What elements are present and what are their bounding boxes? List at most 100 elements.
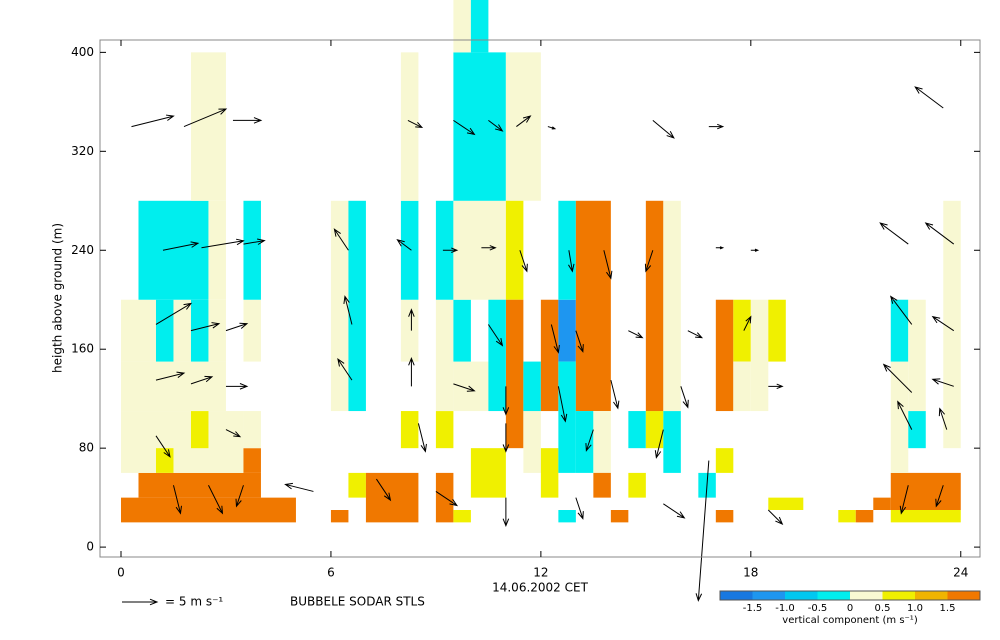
cell (838, 510, 856, 523)
cell (435, 299, 454, 412)
wind-arrow (882, 363, 913, 393)
cell (645, 411, 664, 449)
cell (400, 52, 419, 201)
wind-arrow (768, 383, 784, 390)
cell (365, 472, 419, 523)
x-axis-label: 14.06.2002 CET (492, 581, 588, 595)
x-tick-label: 12 (533, 566, 548, 580)
wind-arrow (502, 386, 510, 416)
wind-arrow (715, 246, 725, 250)
wind-arrow (575, 330, 584, 353)
colorbar-tick-label: -1.0 (775, 603, 795, 614)
wind-arrow (481, 245, 497, 251)
y-tick-label: 80 (79, 441, 94, 455)
cell (908, 299, 926, 412)
wind-arrow (547, 126, 557, 130)
wind-arrow (453, 119, 476, 136)
wind-arrow (708, 123, 725, 130)
cell (628, 411, 646, 449)
cell (540, 448, 559, 498)
y-tick-label: 320 (71, 144, 94, 158)
cell (768, 497, 804, 510)
wind-arrow (603, 250, 613, 280)
cell (523, 361, 541, 412)
wind-arrow (201, 238, 245, 249)
cell (243, 299, 261, 362)
cell (243, 411, 261, 449)
wind-arrow (938, 407, 948, 430)
cell (890, 472, 961, 510)
wind-arrow (557, 386, 568, 423)
cell (190, 299, 209, 362)
wind-arrow (610, 380, 620, 410)
x-tick-label: 0 (117, 566, 125, 580)
colorbar-swatch (752, 591, 785, 600)
wind-arrow (585, 429, 594, 452)
cell (943, 200, 961, 449)
wind-arrow (162, 241, 200, 251)
cell (138, 472, 261, 498)
x-tick-label: 6 (327, 566, 335, 580)
cell (190, 52, 226, 201)
cell (768, 299, 786, 362)
cell (400, 411, 419, 449)
cell (593, 411, 611, 473)
cell (453, 510, 471, 523)
wind-arrow (687, 330, 704, 339)
wind-arrow (488, 119, 504, 132)
colorbar-swatch (947, 591, 980, 600)
colorbar-swatch (915, 591, 948, 600)
colorbar-tick-label: -1.5 (743, 603, 763, 614)
wind-arrow (644, 250, 654, 273)
wind-arrow (333, 228, 349, 251)
colorbar-tick-label: 0 (847, 603, 853, 614)
cell (505, 200, 524, 300)
wind-arrow (155, 371, 186, 381)
wind-arrow (408, 308, 415, 331)
cell (855, 510, 874, 523)
colorbar-swatch (720, 591, 753, 600)
cell (243, 448, 261, 473)
wind-arrow (284, 482, 314, 492)
wind-arrow (155, 435, 171, 458)
cell (453, 361, 489, 412)
wind-arrow (208, 485, 224, 515)
wind-arrow (343, 295, 353, 325)
cell (733, 361, 751, 412)
wind-arrow (750, 248, 760, 252)
cell (190, 411, 209, 449)
wind-arrow (516, 115, 532, 127)
wind-arrow (190, 322, 221, 332)
y-tick-label: 400 (71, 45, 94, 59)
wind-arrow (232, 117, 263, 124)
cell (523, 411, 541, 473)
cell (330, 510, 349, 523)
wind-arrow (235, 485, 244, 508)
wind-arrow (654, 429, 664, 459)
wind-arrow (502, 423, 510, 453)
wind-arrow (243, 238, 266, 245)
wind-arrow (889, 295, 913, 325)
cell (663, 411, 681, 473)
cell (348, 472, 366, 498)
cell (645, 200, 664, 412)
cell (120, 411, 244, 473)
wind-arrow (155, 302, 193, 325)
cell (488, 299, 506, 412)
wind-arrow (502, 497, 510, 527)
cell (558, 200, 576, 300)
cell (400, 299, 419, 362)
cell (733, 299, 751, 362)
wind-arrow (931, 378, 954, 387)
wind-arrow (396, 238, 412, 251)
colorbar-label: vertical component (m s⁻¹) (782, 615, 918, 626)
cell (558, 510, 576, 523)
cell (348, 200, 366, 412)
wind-arrow (914, 86, 944, 109)
colorbar-tick-label: 1.5 (940, 603, 956, 614)
cell (453, 0, 471, 53)
cell (575, 200, 611, 412)
wind-arrow (897, 400, 913, 430)
wind-arrow (487, 324, 504, 347)
